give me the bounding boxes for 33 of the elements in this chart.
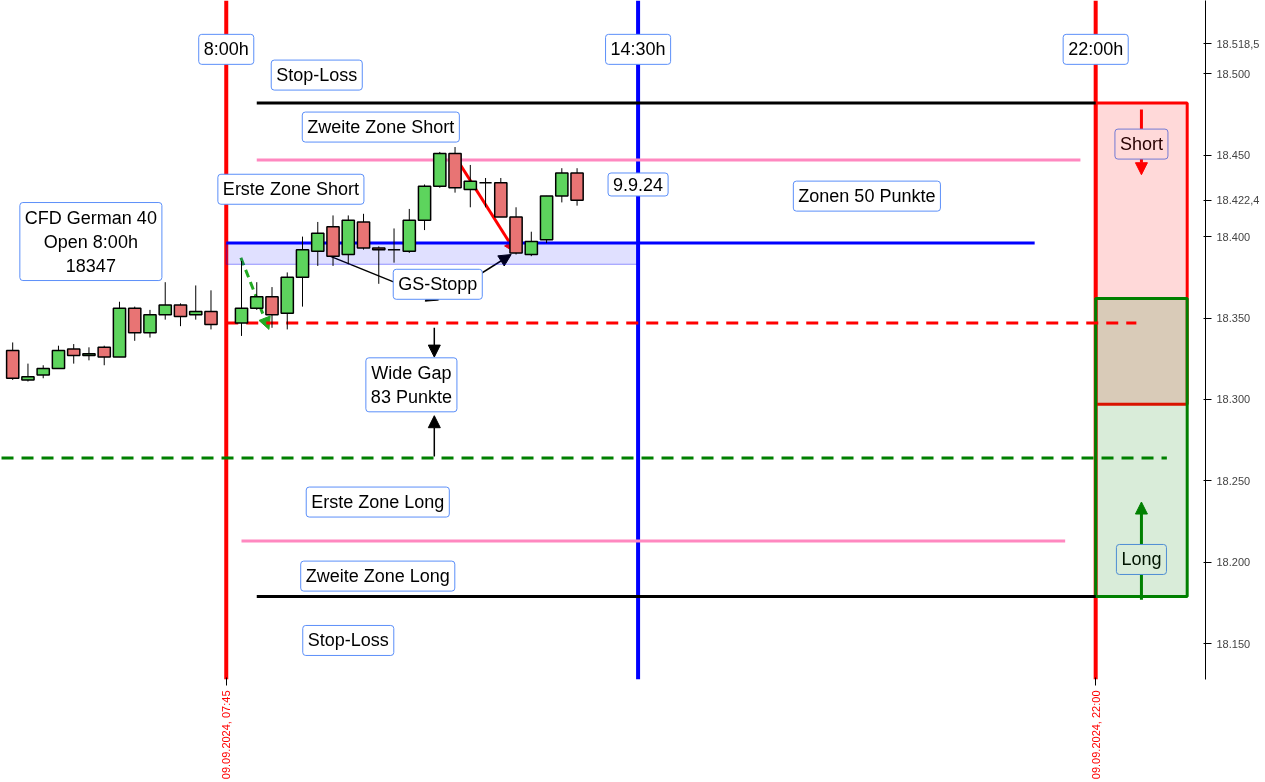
annotation: 9.9.24 <box>613 175 664 195</box>
x-tick-label: 09.09.2024, 22:00 <box>1089 690 1102 780</box>
annotation: 8:00h <box>203 39 249 60</box>
x-tick-label: 09.09.2024, 07:45 <box>220 690 233 780</box>
y-tick-label: 18.250 <box>1216 474 1251 487</box>
annotation: 14:30h <box>610 39 666 60</box>
candlestick <box>234 260 249 337</box>
annotation: Wide Gap 83 Punkte <box>370 362 452 407</box>
y-tick-label: 18.518,5 <box>1216 37 1260 50</box>
annotation: Erste Zone Long <box>311 492 445 513</box>
annotation: Stop-Loss <box>276 65 358 86</box>
y-tick-label: 18.400 <box>1216 230 1251 243</box>
y-tick-label: 18.300 <box>1216 393 1251 406</box>
candlestick <box>387 227 401 264</box>
candlestick <box>478 177 493 208</box>
y-tick-label: 18.200 <box>1216 556 1251 569</box>
annotation: CFD German 40 Open 8:00h 18347 <box>24 207 157 276</box>
y-tick-label: 18.150 <box>1216 637 1251 650</box>
annotation: 22:00h <box>1068 39 1124 60</box>
annotation: Stop-Loss <box>307 630 389 651</box>
annotation: Long <box>1121 549 1162 570</box>
annotation: Zweite Zone Long <box>305 566 450 587</box>
y-tick-label: 18.500 <box>1216 67 1251 80</box>
candlestick <box>51 345 66 370</box>
annotation: Short <box>1119 134 1163 155</box>
annotation: GS-Stopp <box>398 274 478 295</box>
annotation: Zonen 50 Punkte <box>798 186 936 207</box>
annotation: Erste Zone Short <box>222 179 359 200</box>
annotation: Zweite Zone Short <box>307 117 455 138</box>
y-tick-label: 18.350 <box>1216 312 1251 325</box>
y-tick-label: 18.422,4 <box>1216 194 1260 207</box>
candlestick <box>173 302 188 327</box>
y-tick-label: 18.450 <box>1216 149 1251 162</box>
